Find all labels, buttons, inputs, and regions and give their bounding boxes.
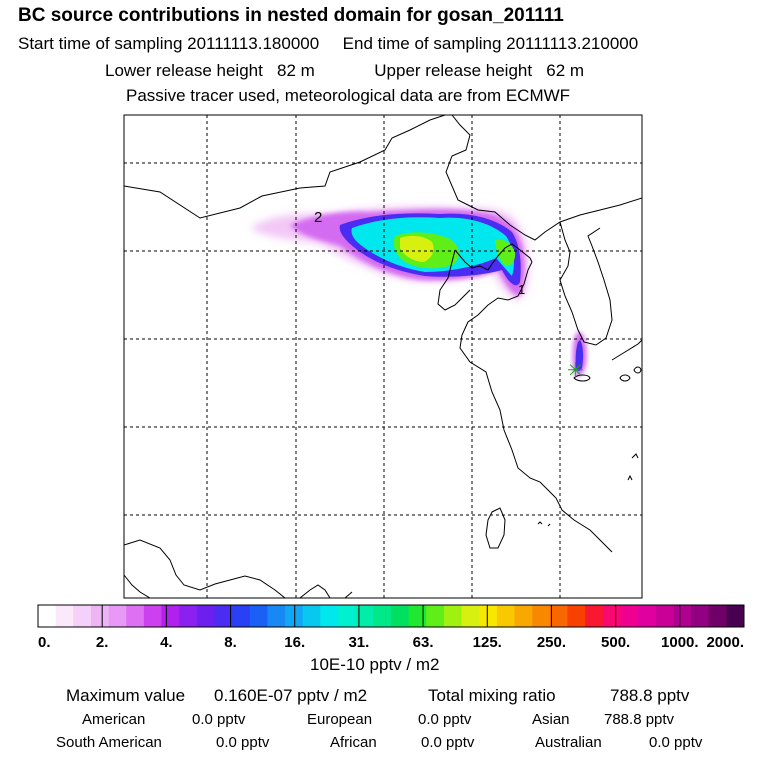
upper-height-label: Upper release height (374, 61, 533, 80)
plot-title: BC source contributions in nested domain… (18, 5, 564, 26)
region-value: 0.0 pptv (649, 734, 703, 751)
colorbar-tick-label: 1000. (661, 634, 699, 651)
colorbar-cell (391, 605, 410, 627)
start-time-label: Start time of sampling (18, 34, 183, 53)
region-value: 0.0 pptv (192, 711, 246, 728)
region-value: 0.0 pptv (216, 734, 270, 751)
colorbar-cell (320, 605, 339, 627)
concentration-plume (250, 206, 587, 377)
end-time-label: End time of sampling (342, 34, 502, 53)
colorbar-tick-label: 0. (38, 634, 51, 651)
colorbar-tick-label: 31. (348, 634, 369, 651)
region-name: Australian (535, 734, 602, 751)
colorbar-cell (567, 605, 586, 627)
start-time-value: 20111113.180000 (187, 34, 320, 53)
sampling-times: Start time of sampling 20111113.180000 E… (18, 34, 638, 54)
colorbar-cell (443, 605, 463, 627)
region-value: 0.0 pptv (418, 711, 472, 728)
colorbar-tick-label: 500. (601, 634, 630, 651)
region-name: Asian (532, 711, 570, 728)
colorbar-cell (73, 605, 92, 627)
colorbar-cell (232, 605, 251, 627)
region-value: 0.0 pptv (421, 734, 475, 751)
colorbar-cell (673, 605, 692, 627)
colorbar-cell (126, 605, 145, 627)
tracer-note: Passive tracer used, meteorological data… (126, 86, 571, 105)
colorbar-cell (249, 605, 268, 627)
colorbar-cell (461, 605, 480, 627)
region-name: African (330, 734, 377, 751)
max-value-label: Maximum value (66, 686, 186, 705)
region-name: South American (56, 734, 162, 751)
colorbar-cell (426, 605, 445, 627)
colorbar-cell (302, 605, 321, 627)
max-value: 0.160E-07 pptv / m2 (214, 686, 368, 705)
colorbar-tick-label: 125. (473, 634, 502, 651)
total-mixing-label: Total mixing ratio (428, 686, 556, 705)
cluster-marker-2: 2 (314, 209, 322, 226)
receptor-star-icon: ✳ (567, 358, 584, 382)
colorbar-cell (708, 605, 727, 627)
colorbar-cell (638, 605, 657, 627)
colorbar-cell (726, 605, 745, 627)
map-grid (124, 115, 642, 598)
release-heights: Lower release height 82 m Upper release … (105, 61, 584, 81)
cluster-marker-1: 1 (518, 282, 525, 297)
region-value: 788.8 pptv (604, 711, 675, 728)
colorbar-tick-label: 8. (224, 634, 237, 651)
colorbar-cell (585, 605, 604, 627)
lower-height-value: 82 m (277, 61, 315, 80)
lower-height-label: Lower release height (105, 61, 263, 80)
end-time-value: 20111113.210000 (506, 34, 639, 53)
colorbar-cell (408, 605, 427, 627)
colorbar-tick-label: 63. (413, 634, 434, 651)
colorbar-tick-label: 4. (160, 634, 173, 651)
colorbar-cell (214, 605, 233, 627)
colorbar-cell (267, 605, 286, 627)
colorbar-cell (338, 605, 357, 627)
colorbar-cell (179, 605, 198, 627)
colorbar-tick-label: 16. (284, 634, 305, 651)
colorbar-cell (691, 605, 710, 627)
colorbar-cell (143, 605, 163, 627)
colorbar-cell (108, 605, 127, 627)
colorbar-cell (602, 605, 621, 627)
region-name: American (82, 711, 146, 728)
colorbar-cell (161, 605, 180, 627)
colorbar-cell (38, 605, 57, 627)
colorbar-cell (532, 605, 551, 627)
colorbar-cell (479, 605, 498, 627)
colorbar-cell (496, 605, 516, 627)
map-frame (123, 114, 643, 599)
colorbar-tick-label: 250. (537, 634, 566, 651)
colorbar-cell (55, 605, 74, 627)
total-mixing-value: 788.8 pptv (610, 686, 690, 705)
colorbar-cell (355, 605, 374, 627)
colorbar-unit: 10E-10 pptv / m2 (310, 655, 440, 674)
colorbar-cell (373, 605, 392, 627)
colorbar-cell (196, 605, 215, 627)
colorbar-cell (549, 605, 568, 627)
region-name: European (307, 711, 373, 728)
colorbar-tick-label: 2000. (706, 634, 744, 651)
colorbar-tick-label: 2. (96, 634, 109, 651)
colorbar-cell (90, 605, 110, 627)
colorbar-cell (514, 605, 533, 627)
colorbar-cell (620, 605, 639, 627)
colorbar-cell (285, 605, 304, 627)
colorbar-cell (655, 605, 674, 627)
upper-height-value: 62 m (546, 61, 585, 80)
coastlines (124, 115, 642, 598)
